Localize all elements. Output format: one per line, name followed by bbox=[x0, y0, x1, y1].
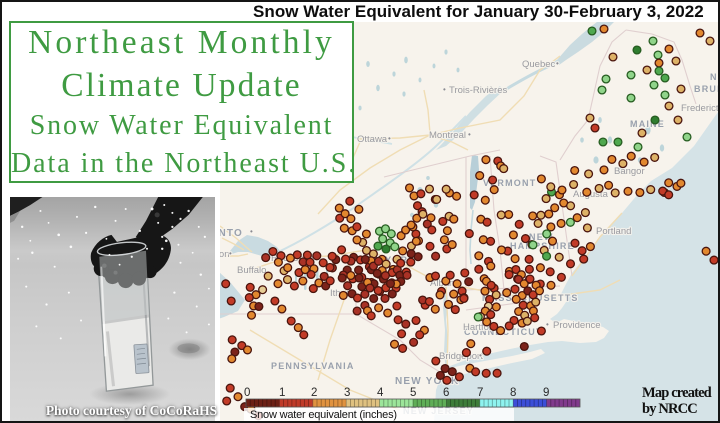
svg-text:Fredericton: Fredericton bbox=[681, 103, 718, 114]
svg-text:8: 8 bbox=[510, 387, 516, 399]
svg-text:•: • bbox=[556, 59, 559, 68]
svg-text:7: 7 bbox=[477, 387, 483, 399]
svg-text:MAINE: MAINE bbox=[630, 119, 665, 129]
svg-text:2: 2 bbox=[311, 387, 317, 399]
svg-text:NEW: NEW bbox=[710, 72, 718, 82]
svg-text:Portland: Portland bbox=[596, 226, 631, 237]
svg-text:Bridgeport: Bridgeport bbox=[439, 351, 483, 362]
svg-text:•: • bbox=[229, 249, 232, 258]
svg-text:Quebec: Quebec bbox=[522, 59, 556, 70]
svg-text:Ottawa: Ottawa bbox=[357, 134, 388, 145]
svg-text:3: 3 bbox=[344, 387, 350, 399]
svg-text:Snow water equivalent (inches): Snow water equivalent (inches) bbox=[250, 409, 397, 421]
svg-text:•: • bbox=[250, 227, 253, 236]
svg-text:•: • bbox=[468, 130, 471, 139]
svg-text:1: 1 bbox=[279, 387, 285, 399]
svg-text:6: 6 bbox=[443, 387, 449, 399]
svg-text:TORONTO: TORONTO bbox=[220, 228, 243, 239]
svg-text:5: 5 bbox=[410, 387, 416, 399]
svg-text:•: • bbox=[388, 134, 391, 143]
svg-text:0: 0 bbox=[244, 387, 250, 399]
svg-text:•: • bbox=[546, 320, 549, 329]
svg-text:PENNSYLVANIA: PENNSYLVANIA bbox=[271, 361, 355, 371]
svg-text:4: 4 bbox=[377, 387, 384, 399]
svg-text:•: • bbox=[443, 85, 446, 94]
svg-text:•: • bbox=[479, 351, 482, 360]
svg-text:BRUNSWICK: BRUNSWICK bbox=[694, 84, 718, 94]
svg-text:Bangor: Bangor bbox=[614, 166, 645, 177]
svg-text:Providence: Providence bbox=[553, 320, 601, 331]
svg-text:9: 9 bbox=[543, 387, 549, 399]
svg-text:Trois-Rivières: Trois-Rivières bbox=[449, 85, 507, 96]
svg-text:Buffalo: Buffalo bbox=[237, 265, 266, 276]
svg-text:Montreal: Montreal bbox=[429, 130, 466, 141]
